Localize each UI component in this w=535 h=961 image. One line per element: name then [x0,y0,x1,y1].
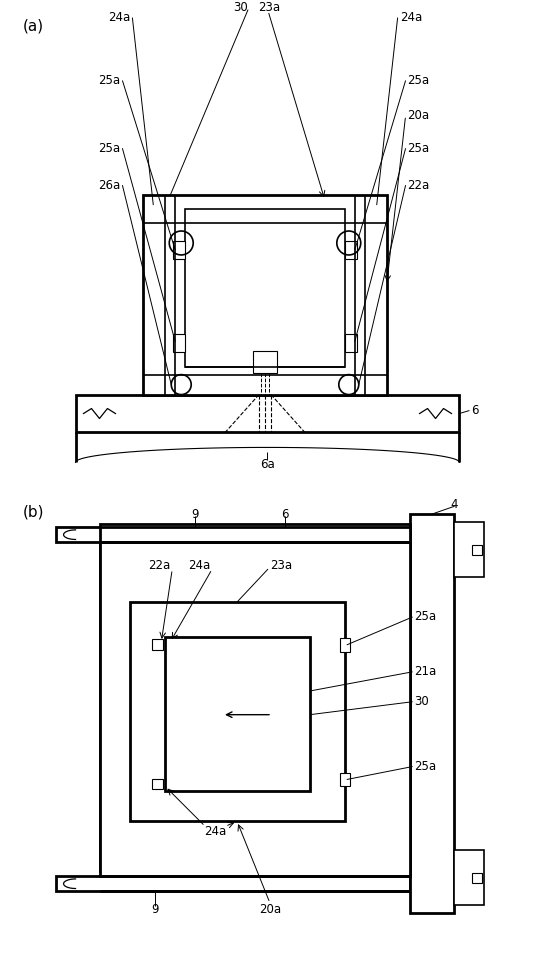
Bar [455,522,484,577]
Text: 26a: 26a [98,179,120,191]
Bar [152,639,163,650]
Bar [143,195,387,395]
Text: 20a: 20a [259,902,281,916]
Text: 6a: 6a [259,457,274,471]
Text: (a): (a) [22,18,44,34]
Text: 24a: 24a [204,825,226,838]
Text: 4: 4 [450,498,458,510]
Bar [173,333,185,352]
Bar [131,602,345,822]
Bar [75,395,460,432]
Bar [173,241,185,259]
Bar [253,351,278,373]
Text: 22a: 22a [408,179,430,191]
Bar [152,778,163,790]
Text: 25a: 25a [98,141,120,155]
Text: 24a: 24a [188,558,210,572]
Text: 30: 30 [233,1,248,14]
Text: 23a: 23a [258,1,280,14]
Text: 9: 9 [151,902,159,916]
Text: 20a: 20a [408,109,430,122]
Text: 24a: 24a [400,12,422,24]
Bar [340,773,350,786]
Bar [455,850,484,905]
Bar [345,241,357,259]
Bar [165,637,310,792]
Text: 6: 6 [471,404,479,417]
Bar [472,873,483,883]
Bar [472,545,483,554]
Text: (b): (b) [22,505,44,519]
Text: 24a: 24a [108,12,131,24]
Text: 21a: 21a [415,665,437,678]
Text: 25a: 25a [415,610,437,624]
Bar [101,524,410,872]
Bar [340,638,350,652]
Bar [56,528,410,542]
Text: 25a: 25a [408,74,430,86]
Text: 30: 30 [415,695,430,708]
Text: 6: 6 [281,507,289,521]
Bar [185,209,345,367]
Text: 25a: 25a [408,141,430,155]
Text: 22a: 22a [148,558,170,572]
Bar [345,333,357,352]
Text: 23a: 23a [270,558,292,572]
Text: 25a: 25a [415,760,437,773]
Bar [410,514,455,913]
Text: 25a: 25a [98,74,120,86]
Bar [56,876,410,891]
Text: 9: 9 [192,507,199,521]
Bar [101,542,410,876]
